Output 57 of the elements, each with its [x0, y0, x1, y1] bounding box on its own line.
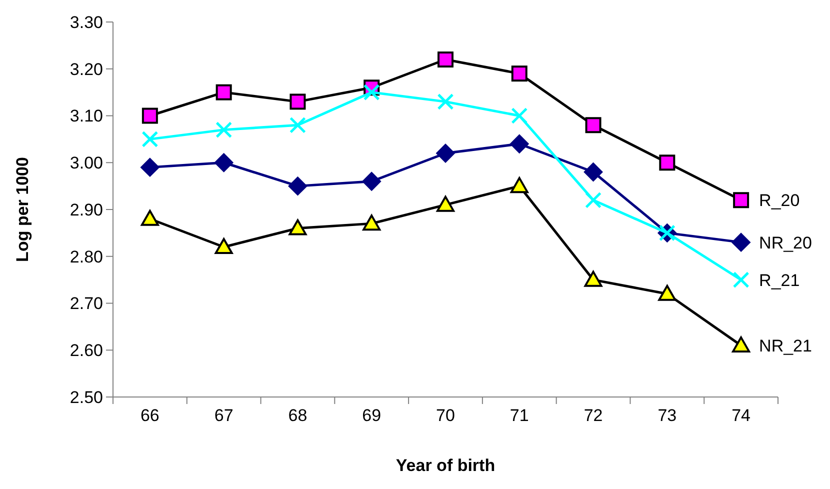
x-tick-label: 74: [732, 406, 751, 425]
series-label: NR_20: [759, 233, 812, 252]
point: [214, 238, 233, 254]
series-label: R_20: [759, 191, 800, 210]
point: [511, 108, 528, 124]
point: [437, 93, 454, 110]
point: [584, 270, 602, 287]
point: [585, 192, 602, 208]
point: [510, 134, 529, 154]
x-tick-label: 71: [510, 406, 529, 425]
y-tick-label: 2.80: [70, 247, 103, 266]
x-tick-label: 66: [140, 406, 160, 425]
point: [658, 284, 676, 301]
point: [216, 122, 232, 138]
y-tick-label: 3.10: [70, 106, 103, 126]
point: [288, 219, 307, 236]
point: [142, 130, 158, 148]
point: [511, 66, 528, 82]
point: [510, 177, 528, 194]
series-label: R_21: [759, 270, 800, 290]
point: [362, 214, 381, 231]
point: [288, 176, 308, 196]
x-tick-label: 69: [362, 406, 382, 425]
y-axis-title: Log per 1000: [13, 157, 32, 262]
point: [290, 94, 306, 110]
point: [438, 52, 454, 68]
x-tick-label: 70: [436, 406, 455, 425]
x-tick-label: 73: [658, 406, 677, 425]
point: [140, 210, 159, 226]
point: [216, 84, 232, 100]
point: [362, 172, 382, 191]
point: [732, 336, 750, 352]
point: [214, 153, 234, 172]
x-tick-label: 68: [288, 406, 308, 425]
point: [436, 144, 455, 163]
series-label: NR_21: [759, 336, 812, 356]
y-tick-label: 3.20: [70, 60, 103, 79]
y-tick-label: 2.60: [70, 341, 103, 360]
y-tick-label: 2.70: [70, 294, 103, 314]
point: [142, 108, 158, 124]
point: [659, 154, 676, 171]
point: [733, 192, 750, 208]
point: [584, 162, 603, 182]
x-axis-title: Year of birth: [396, 456, 496, 475]
point: [363, 84, 380, 101]
y-tick-label: 3.30: [70, 12, 103, 32]
point: [585, 117, 602, 134]
point: [289, 116, 306, 134]
x-tick-label: 67: [214, 406, 234, 425]
point: [732, 232, 751, 252]
y-tick-label: 2.90: [70, 200, 103, 220]
point: [140, 158, 160, 177]
point: [732, 272, 750, 288]
y-tick-label: 3.00: [70, 154, 103, 173]
point: [436, 196, 454, 212]
y-tick-label: 2.50: [70, 388, 103, 407]
x-tick-label: 72: [584, 406, 603, 425]
